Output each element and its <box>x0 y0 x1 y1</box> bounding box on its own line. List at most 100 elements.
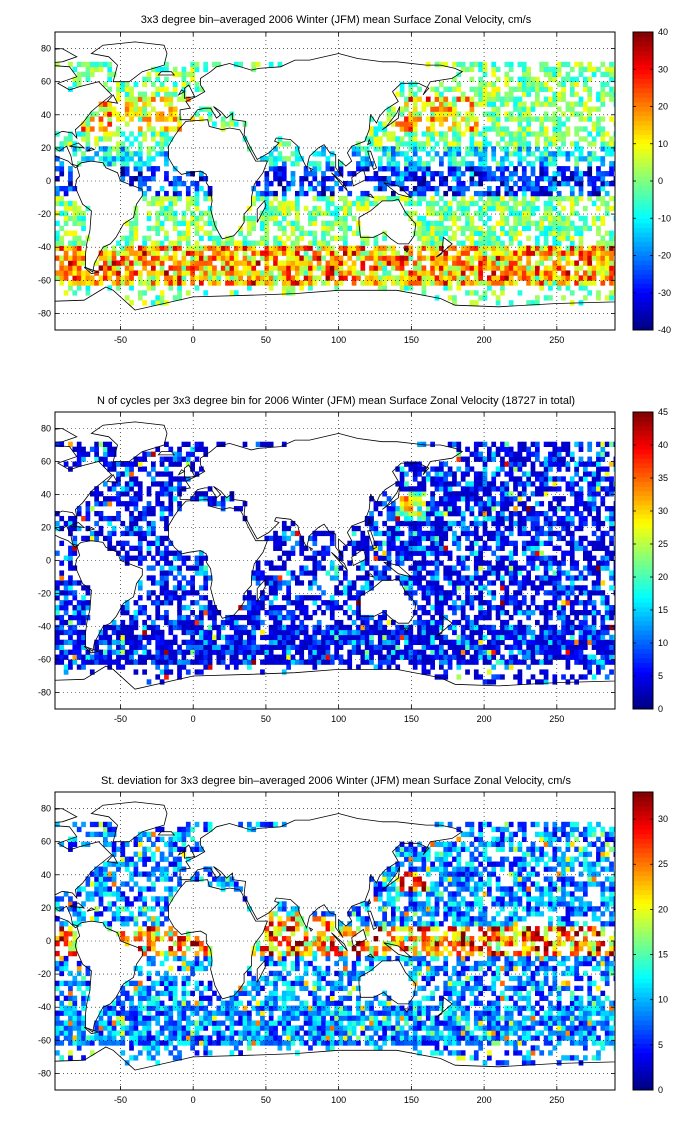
heatmap-cell <box>473 300 479 306</box>
heatmap-cell <box>535 81 540 87</box>
heatmap-cell <box>133 106 139 112</box>
heatmap-cell <box>360 250 366 256</box>
heatmap-cell <box>583 295 588 301</box>
heatmap-cell <box>72 215 78 222</box>
heatmap-cell <box>434 235 440 241</box>
heatmap-cell <box>72 220 78 227</box>
heatmap-cell <box>565 156 571 162</box>
heatmap-cell <box>408 255 414 261</box>
heatmap-cell <box>495 265 501 271</box>
heatmap-cell <box>377 275 383 281</box>
heatmap-cell <box>146 545 152 551</box>
heatmap-cell <box>260 195 265 202</box>
heatmap-cell <box>137 659 143 665</box>
heatmap-cell <box>207 624 213 631</box>
heatmap-cell <box>81 614 86 621</box>
heatmap-cell <box>487 101 492 107</box>
heatmap-cell <box>430 506 435 512</box>
heatmap-cell <box>238 230 243 236</box>
heatmap-cell <box>255 619 261 626</box>
heatmap-cell <box>469 141 475 147</box>
heatmap-cell <box>609 260 614 266</box>
heatmap-cell <box>421 545 427 551</box>
heatmap-cell <box>399 580 405 586</box>
heatmap-cell <box>561 151 566 157</box>
heatmap-cell <box>382 250 387 256</box>
heatmap-cell <box>76 629 82 636</box>
heatmap-cell <box>116 265 121 271</box>
heatmap-cell <box>600 200 606 207</box>
heatmap-cell <box>116 151 121 157</box>
heatmap-cell <box>609 161 614 167</box>
heatmap-cell <box>364 654 370 660</box>
heatmap-cell <box>264 441 270 447</box>
heatmap-cell <box>185 580 191 586</box>
heatmap-cell <box>194 260 200 266</box>
heatmap-cell <box>382 166 387 172</box>
heatmap-cell <box>172 255 178 261</box>
heatmap-cell <box>177 240 182 246</box>
heatmap-cell <box>303 614 309 621</box>
colorbar-band <box>633 162 653 168</box>
heatmap-cell <box>98 515 104 522</box>
heatmap-cell <box>399 185 405 192</box>
heatmap-cell <box>465 275 470 281</box>
heatmap-cell <box>364 200 370 207</box>
heatmap-cell <box>68 580 73 586</box>
heatmap-cell <box>199 639 204 645</box>
heatmap-cell <box>504 215 510 222</box>
heatmap-cell <box>63 639 69 645</box>
heatmap-cell <box>395 146 401 152</box>
heatmap-cell <box>76 76 82 83</box>
heatmap-cell <box>456 131 462 137</box>
heatmap-cell <box>391 250 396 256</box>
heatmap-cell <box>469 86 475 92</box>
heatmap-cell <box>600 250 606 256</box>
heatmap-cell <box>59 441 65 447</box>
heatmap-cell <box>521 171 527 177</box>
heatmap-cell <box>85 156 91 162</box>
heatmap-cell <box>434 141 440 147</box>
heatmap-cell <box>552 205 558 212</box>
heatmap-cell <box>469 146 475 152</box>
heatmap-cell <box>421 190 427 197</box>
heatmap-cell <box>116 275 121 281</box>
heatmap-cell <box>439 619 444 626</box>
heatmap-cell <box>168 265 174 271</box>
heatmap-cell <box>521 141 527 147</box>
heatmap-cell <box>478 151 483 157</box>
heatmap-cell <box>281 614 287 621</box>
heatmap-cell <box>151 525 156 532</box>
heatmap-cell <box>500 255 505 261</box>
heatmap-cell <box>247 619 252 626</box>
heatmap-cell <box>408 565 414 571</box>
heatmap-cell <box>604 66 610 73</box>
heatmap-cell <box>552 181 558 187</box>
heatmap-cell <box>373 619 379 626</box>
heatmap-cell <box>521 270 527 276</box>
colorbar-band <box>633 36 653 42</box>
heatmap-cell <box>164 66 169 73</box>
heatmap-cell <box>133 501 139 507</box>
heatmap-cell <box>290 240 296 246</box>
heatmap-cell <box>421 265 427 271</box>
heatmap-cell <box>225 496 230 502</box>
heatmap-cell <box>233 255 239 261</box>
heatmap-cell <box>491 111 497 117</box>
heatmap-cell <box>146 540 152 546</box>
heatmap-cell <box>347 580 353 586</box>
heatmap-cell <box>526 185 531 192</box>
heatmap-cell <box>408 649 414 655</box>
heatmap-cell <box>216 270 222 276</box>
heatmap-cell <box>425 181 431 187</box>
heatmap-cell <box>273 195 278 202</box>
heatmap-cell <box>404 486 409 492</box>
heatmap-cell <box>151 126 156 132</box>
heatmap-cell <box>578 255 584 261</box>
heatmap-cell <box>277 610 283 616</box>
heatmap-cell <box>399 121 405 127</box>
heatmap-cell <box>343 200 348 207</box>
heatmap-cell <box>530 161 536 167</box>
heatmap-cell <box>386 156 392 162</box>
